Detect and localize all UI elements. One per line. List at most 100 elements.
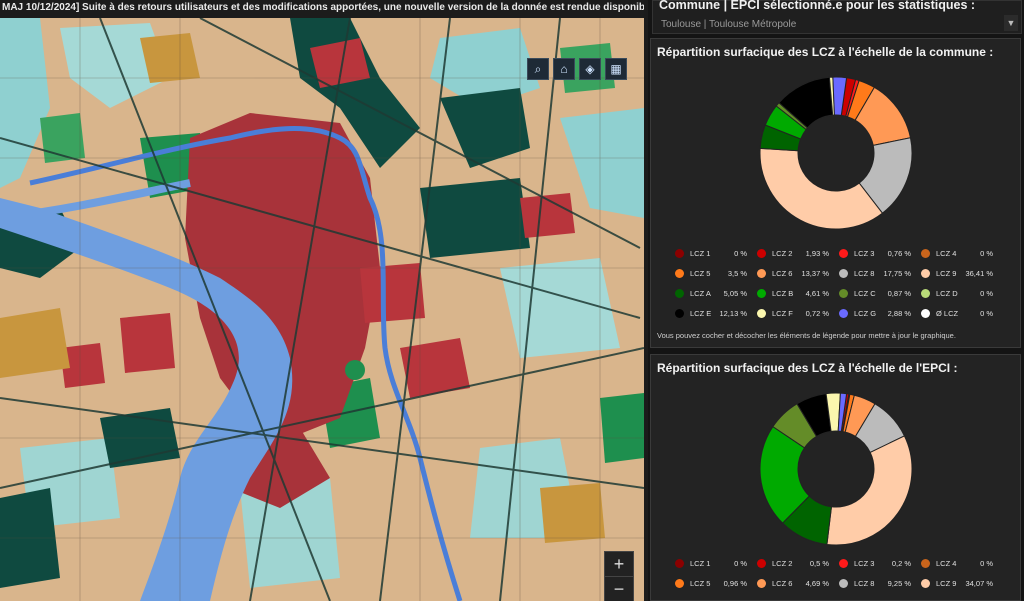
legend-label: LCZ G <box>854 309 877 318</box>
legend-label: LCZ 9 <box>936 579 957 588</box>
legend-item[interactable]: LCZ 5 0,96 % <box>675 578 757 592</box>
legend-item[interactable]: LCZ 3 0,2 % <box>839 558 921 572</box>
legend-swatch <box>757 579 766 588</box>
legend-value: 0,96 % <box>723 579 747 588</box>
legend-item[interactable]: LCZ B 4,61 % <box>757 288 839 302</box>
home-icon[interactable]: ⌂ <box>553 58 575 80</box>
legend-value: 4,61 % <box>805 289 829 298</box>
legend-label: LCZ B <box>772 289 794 298</box>
legend-swatch <box>757 559 766 568</box>
legend-swatch <box>839 249 848 258</box>
legend-item[interactable]: LCZ 4 0 % <box>921 248 1003 262</box>
update-banner: MAJ 10/12/2024] Suite à des retours util… <box>0 0 644 18</box>
epci-donut-chart <box>759 392 913 546</box>
legend-item[interactable]: LCZ 3 0,76 % <box>839 248 921 262</box>
zoom-in-button[interactable]: + <box>613 553 625 574</box>
legend-item[interactable]: LCZ 2 0,5 % <box>757 558 839 572</box>
commune-epci-selector[interactable]: Commune | EPCI sélectionné.e pour les st… <box>652 0 1022 34</box>
legend-item[interactable]: LCZ E 12,13 % <box>675 308 757 322</box>
legend-item[interactable]: LCZ 2 1,93 % <box>757 248 839 262</box>
donut-slice-lcz-g[interactable] <box>837 392 848 432</box>
selector-value[interactable]: Toulouse | Toulouse Métropole <box>661 19 797 30</box>
legend-hint: Vous pouvez cocher et décocher les éléme… <box>657 331 956 340</box>
legend-label: LCZ A <box>690 289 711 298</box>
legend-label: LCZ 2 <box>772 559 793 568</box>
map-canvas[interactable] <box>0 18 644 601</box>
donut-slice-lcz-g[interactable] <box>832 76 848 116</box>
legend-item[interactable]: LCZ 4 0 % <box>921 558 1003 572</box>
legend-swatch <box>675 309 684 318</box>
legend-item[interactable]: LCZ D 0 % <box>921 288 1003 302</box>
legend-swatch <box>839 309 848 318</box>
legend-item[interactable]: Ø LCZ 0 % <box>921 308 1003 322</box>
legend-swatch <box>921 579 930 588</box>
legend-value: 2,88 % <box>887 309 911 318</box>
legend-item[interactable]: LCZ F 0,72 % <box>757 308 839 322</box>
basemap-gallery-icon[interactable]: ▦ <box>605 58 627 80</box>
legend-item[interactable]: LCZ 6 4,69 % <box>757 578 839 592</box>
legend-value: 0 % <box>734 249 747 258</box>
legend-label: LCZ D <box>936 289 958 298</box>
legend-item[interactable]: LCZ A 5,05 % <box>675 288 757 302</box>
legend-label: LCZ 9 <box>936 269 957 278</box>
legend-label: LCZ C <box>854 289 876 298</box>
legend-swatch <box>675 579 684 588</box>
legend-item[interactable]: LCZ 8 9,25 % <box>839 578 921 592</box>
legend-value: 0,2 % <box>891 559 911 568</box>
legend-value: 0,87 % <box>887 289 911 298</box>
legend-value: 1,93 % <box>805 249 829 258</box>
legend-label: LCZ 6 <box>772 269 793 278</box>
legend-swatch <box>757 249 766 258</box>
legend-swatch <box>675 249 684 258</box>
legend-item[interactable]: LCZ 9 34,07 % <box>921 578 1003 592</box>
legend-label: LCZ E <box>690 309 712 318</box>
epci-chart-card: Répartition surfacique des LCZ à l'échel… <box>650 354 1021 601</box>
legend-value: 0,76 % <box>887 249 911 258</box>
legend-swatch <box>839 559 848 568</box>
legend-swatch <box>921 309 930 318</box>
legend-item[interactable]: LCZ 9 36,41 % <box>921 268 1003 282</box>
legend-label: LCZ 2 <box>772 249 793 258</box>
epci-chart-title: Répartition surfacique des LCZ à l'échel… <box>657 361 958 375</box>
legend-swatch <box>921 249 930 258</box>
search-icon[interactable]: ⌕ <box>527 58 549 80</box>
legend-item[interactable]: LCZ 6 13,37 % <box>757 268 839 282</box>
legend-value: 9,25 % <box>887 579 911 588</box>
commune-chart-card: Répartition surfacique des LCZ à l'échel… <box>650 38 1021 348</box>
legend-value: 17,75 % <box>883 269 911 278</box>
commune-donut-chart <box>759 76 913 230</box>
selector-title: Commune | EPCI sélectionné.e pour les st… <box>659 0 976 12</box>
legend-swatch <box>675 269 684 278</box>
legend-swatch <box>675 559 684 568</box>
legend-item[interactable]: LCZ 1 0 % <box>675 248 757 262</box>
lcz-map[interactable]: ⌕ ⌂ ◈ ▦ + − <box>0 18 644 601</box>
donut-slice-lcz-9[interactable] <box>759 147 884 230</box>
legend-item[interactable]: LCZ 8 17,75 % <box>839 268 921 282</box>
legend-swatch <box>921 559 930 568</box>
legend-value: 0,72 % <box>805 309 829 318</box>
zoom-out-button[interactable]: − <box>605 576 633 601</box>
legend-label: LCZ 5 <box>690 269 711 278</box>
legend-swatch <box>757 269 766 278</box>
legend-label: LCZ 3 <box>854 559 875 568</box>
legend-label: Ø LCZ <box>936 309 959 318</box>
legend-item[interactable]: LCZ G 2,88 % <box>839 308 921 322</box>
legend-item[interactable]: LCZ 1 0 % <box>675 558 757 572</box>
chevron-down-icon[interactable]: ▼ <box>1004 15 1018 31</box>
donut-slice-lcz-9[interactable] <box>826 435 913 546</box>
legend-item[interactable]: LCZ 5 3,5 % <box>675 268 757 282</box>
legend-value: 3,5 % <box>727 269 747 278</box>
legend-item[interactable]: LCZ C 0,87 % <box>839 288 921 302</box>
zoom-control: + − <box>604 551 634 601</box>
layers-icon[interactable]: ◈ <box>579 58 601 80</box>
legend-value: 0 % <box>734 559 747 568</box>
legend-swatch <box>921 289 930 298</box>
legend-value: 4,69 % <box>805 579 829 588</box>
legend-swatch <box>839 289 848 298</box>
legend-label: LCZ 8 <box>854 579 875 588</box>
legend-label: LCZ 1 <box>690 559 711 568</box>
legend-value: 5,05 % <box>723 289 747 298</box>
legend-value: 0,5 % <box>809 559 829 568</box>
